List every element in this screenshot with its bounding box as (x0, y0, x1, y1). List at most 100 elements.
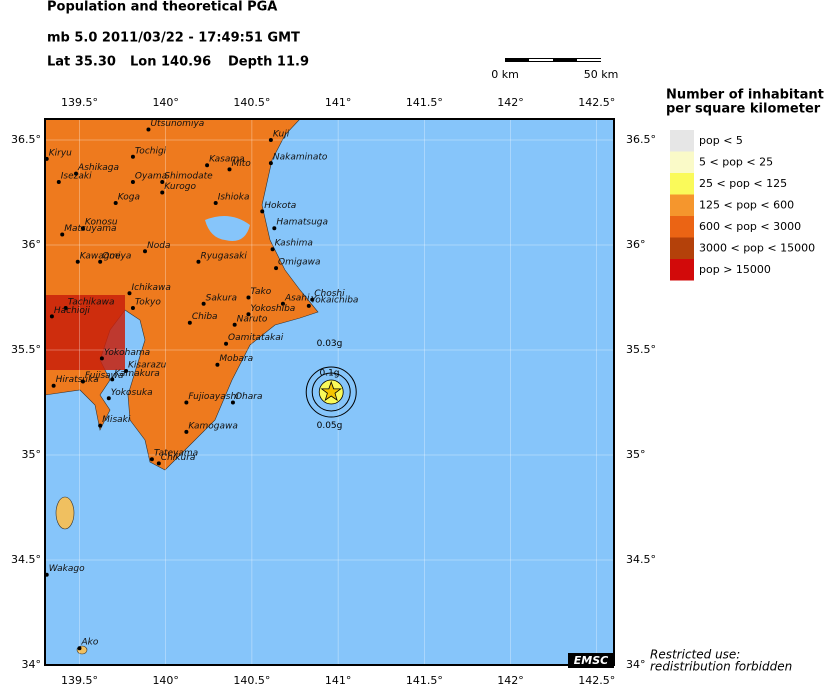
legend-label: pop < 5 (699, 134, 743, 147)
city-label: Yokoshiba (250, 304, 295, 314)
city-dot (143, 249, 148, 254)
x-tick-label: 142.5° (578, 674, 615, 687)
city-dot (270, 247, 275, 252)
city-dot (130, 180, 135, 184)
city-label: Tateyama (154, 449, 198, 459)
map-area: Utsunomiya Kuji Kiryu Tochigi AshikagaIsezak… (45, 119, 614, 665)
city-dot (130, 306, 135, 310)
city-dot (60, 232, 65, 237)
city-label: Chikura (161, 453, 196, 463)
legend-label: 3000 < pop < 15000 (699, 242, 815, 255)
x-tick-label: 140.5° (233, 674, 270, 687)
city-label: Ashikaga (77, 163, 119, 173)
city-dot (110, 377, 115, 382)
x-tick-label: 141° (325, 674, 352, 687)
x-tick-label: 141° (325, 96, 352, 109)
legend-label: pop > 15000 (699, 263, 771, 276)
map-frame (44, 118, 615, 666)
city-label: Oamitatakai (228, 333, 284, 343)
city-label: Nakaminato (273, 153, 328, 163)
city-label: Kamakura (114, 369, 160, 379)
x-tick-label: 142° (497, 96, 524, 109)
x-tick-label: 140° (152, 96, 179, 109)
city-label: Choshi (314, 289, 345, 299)
city-dot (306, 303, 311, 308)
city-dot (160, 180, 165, 184)
city-label: Tokyo (135, 298, 161, 308)
city-label: Tachikawa (68, 298, 115, 308)
city-dot (156, 461, 161, 466)
y-tick-label: 34° (626, 658, 646, 671)
city-label: Misaki (102, 415, 131, 425)
city-dot (272, 226, 277, 231)
legend-label: 600 < pop < 3000 (699, 220, 801, 233)
city-dot (75, 259, 80, 264)
city-dot (196, 259, 201, 264)
city-dot (246, 312, 251, 317)
legend-swatch (670, 259, 694, 281)
city-label: Mito (231, 159, 251, 169)
city-dot (124, 369, 129, 373)
y-tick-label: 36.5° (626, 133, 656, 146)
city-dot (74, 171, 79, 176)
city-dot (80, 226, 85, 231)
y-tick-label: 36.5° (11, 133, 41, 146)
scale-start: 0 km (491, 68, 519, 81)
legend-swatch (670, 194, 694, 216)
city-label: Chiba (192, 312, 218, 322)
footer-line: redistribution forbidden (650, 660, 792, 674)
city-dot (49, 314, 54, 319)
city-dot (80, 379, 85, 384)
city-label: Hokota (264, 201, 296, 211)
urban-area (45, 295, 125, 370)
legend-label: 5 < pop < 25 (699, 156, 773, 169)
city-dot (99, 356, 104, 361)
city-label: Kasama (209, 155, 245, 165)
city-label: Mobara (219, 354, 253, 364)
y-tick-label: 36° (22, 238, 42, 251)
city-label: Noda (147, 241, 170, 251)
city-dot (51, 383, 56, 388)
pga-label: 0.1g (319, 369, 339, 379)
city-dot (205, 163, 210, 168)
city-label: Hachioji (54, 306, 90, 316)
city-label: Sakura (206, 293, 237, 303)
city-label: Ichikawa (131, 283, 170, 293)
city-label: Konosu (85, 218, 118, 228)
legend-label: 125 < pop < 600 (699, 199, 794, 212)
city-label: Ryugasaki (200, 251, 247, 261)
city-label: Kisarazu (128, 361, 167, 371)
city-dot (113, 201, 118, 205)
x-tick-label: 140° (152, 674, 179, 687)
y-tick-label: 34.5° (626, 553, 656, 566)
city-label: Omigawa (278, 258, 320, 268)
city-label: Wakago (49, 564, 85, 574)
city-label: Yokaichiba (311, 295, 359, 305)
city-label: Kashima (275, 239, 313, 249)
y-tick-label: 35° (626, 448, 646, 461)
logo-box (568, 653, 614, 668)
city-dot (215, 362, 220, 367)
pga-label: 0.03g (317, 339, 343, 349)
scale-end: 50 km (584, 68, 619, 81)
x-tick-label: 142° (497, 674, 524, 687)
city-label: Ako (80, 638, 98, 648)
city-dot (63, 306, 68, 310)
city-dot (98, 423, 103, 428)
x-tick-label: 139.5° (61, 96, 98, 109)
pga-label: 0.05g (317, 421, 343, 431)
city-dot (213, 201, 218, 205)
city-dot (260, 209, 265, 214)
y-tick-label: 36° (626, 238, 646, 251)
city-label: Shimodate (164, 172, 213, 182)
city-label: Yokohama (104, 348, 150, 358)
city-dot (268, 161, 273, 166)
city-dot (246, 295, 251, 300)
pga-ring (305, 366, 357, 418)
legend-swatch (670, 216, 694, 238)
city-dot (201, 301, 206, 306)
island (55, 496, 75, 530)
city-dot (274, 266, 279, 271)
x-tick-label: 142.5° (578, 96, 615, 109)
